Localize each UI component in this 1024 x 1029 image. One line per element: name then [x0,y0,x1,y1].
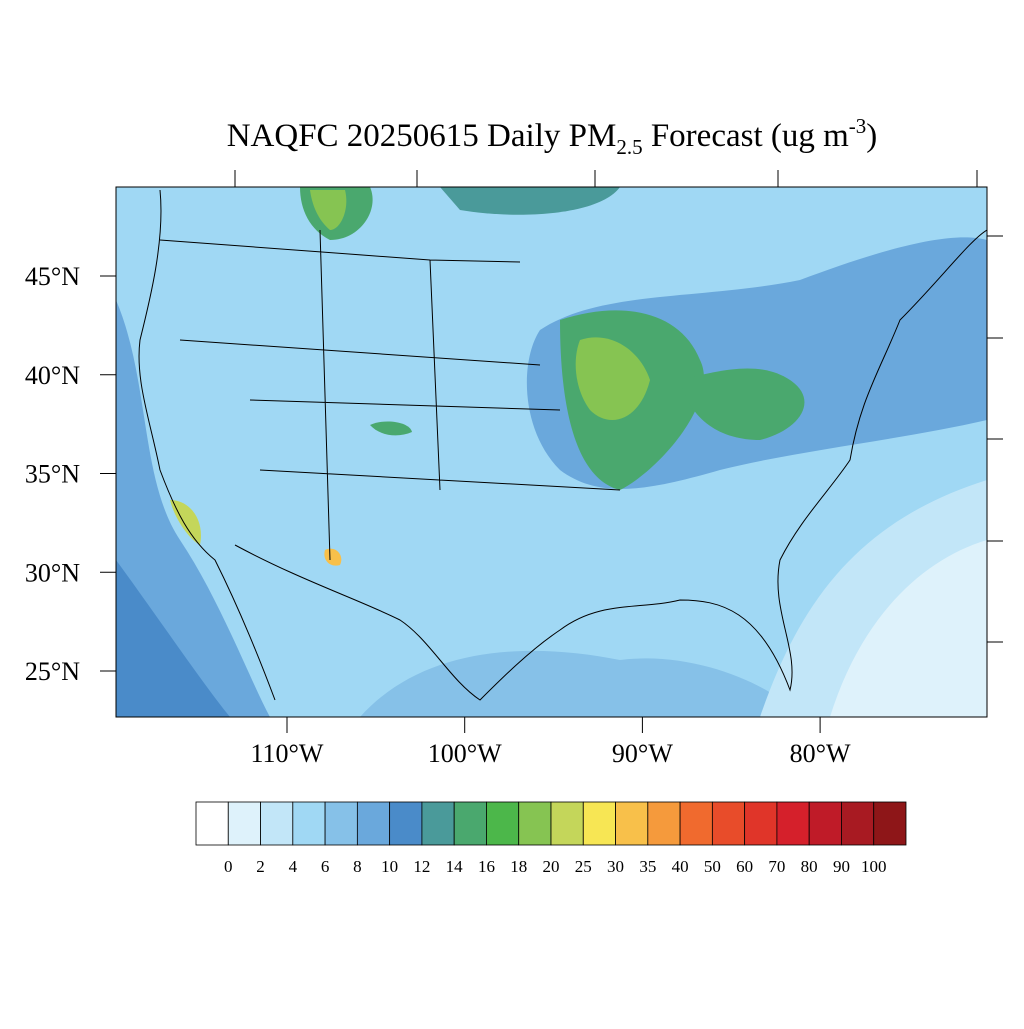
projection-ticks [234,170,1003,643]
colorbar-label: 12 [413,857,430,876]
colorbar-label: 70 [768,857,785,876]
colorbar-box [486,801,520,846]
colorbar-box [324,801,358,846]
title-sub: 2.5 [616,135,642,159]
colorbar-box [873,801,907,846]
axes: 45°N 40°N 35°N 30°N 25°N 110°W 100°W 90°W 80°W [25,262,851,768]
colorbar-label: 100 [861,857,887,876]
lat-label: 25°N [25,657,80,686]
colorbar-label: 2 [256,857,265,876]
colorbar-label: 18 [510,857,527,876]
map-frame [115,186,988,718]
colorbar-box [389,801,423,846]
lat-label: 30°N [25,558,80,587]
colorbar-label: 8 [353,857,362,876]
colorbar-label: 25 [575,857,592,876]
colorbar-box [421,801,455,846]
colorbar-box [808,801,842,846]
colorbar-label: 35 [639,857,656,876]
map-field [116,187,987,717]
colorbar-box [260,801,294,846]
lon-label: 80°W [790,739,851,768]
lon-label: 100°W [428,739,502,768]
title-middle: Forecast (ug m [643,118,850,154]
lat-label: 45°N [25,262,80,291]
lat-label: 40°N [25,361,80,390]
colorbar-label: 80 [801,857,818,876]
colorbar-label: 4 [289,857,298,876]
title-sup: -3 [849,114,867,138]
colorbar-box [679,801,713,846]
colorbar: 0 2 4 6 8 10 12 14 16 18 20 25 30 35 40 50 60 70 80 90 100 [195,801,907,876]
colorbar-box [582,801,616,846]
colorbar-label: 10 [381,857,398,876]
colorbar-label: 90 [833,857,850,876]
colorbar-label: 20 [543,857,560,876]
colorbar-label: 50 [704,857,721,876]
colorbar-box [550,801,584,846]
title-main: NAQFC 20250615 Daily PM [227,118,617,154]
colorbar-box [711,801,746,846]
colorbar-box [841,801,875,846]
lat-label: 35°N [25,460,80,489]
colorbar-box [292,801,326,846]
colorbar-box [227,801,261,846]
colorbar-label: 40 [672,857,689,876]
lon-label: 110°W [251,739,324,768]
colorbar-box [744,801,778,846]
colorbar-label: 16 [478,857,495,876]
title: NAQFC 20250615 Daily PM2.5 Forecast (ug … [227,114,878,159]
colorbar-box [195,801,229,846]
colorbar-label: 6 [321,857,330,876]
colorbar-label: 14 [446,857,464,876]
title-end: ) [866,118,877,154]
colorbar-box [518,801,552,846]
colorbar-box [453,801,487,846]
colorbar-box [615,801,649,846]
colorbar-label: 30 [607,857,624,876]
colorbar-box [356,801,391,846]
colorbar-label: 60 [736,857,753,876]
colorbar-box [647,801,681,846]
colorbar-box [776,801,810,846]
colorbar-label: 0 [224,857,233,876]
lon-label: 90°W [612,739,673,768]
